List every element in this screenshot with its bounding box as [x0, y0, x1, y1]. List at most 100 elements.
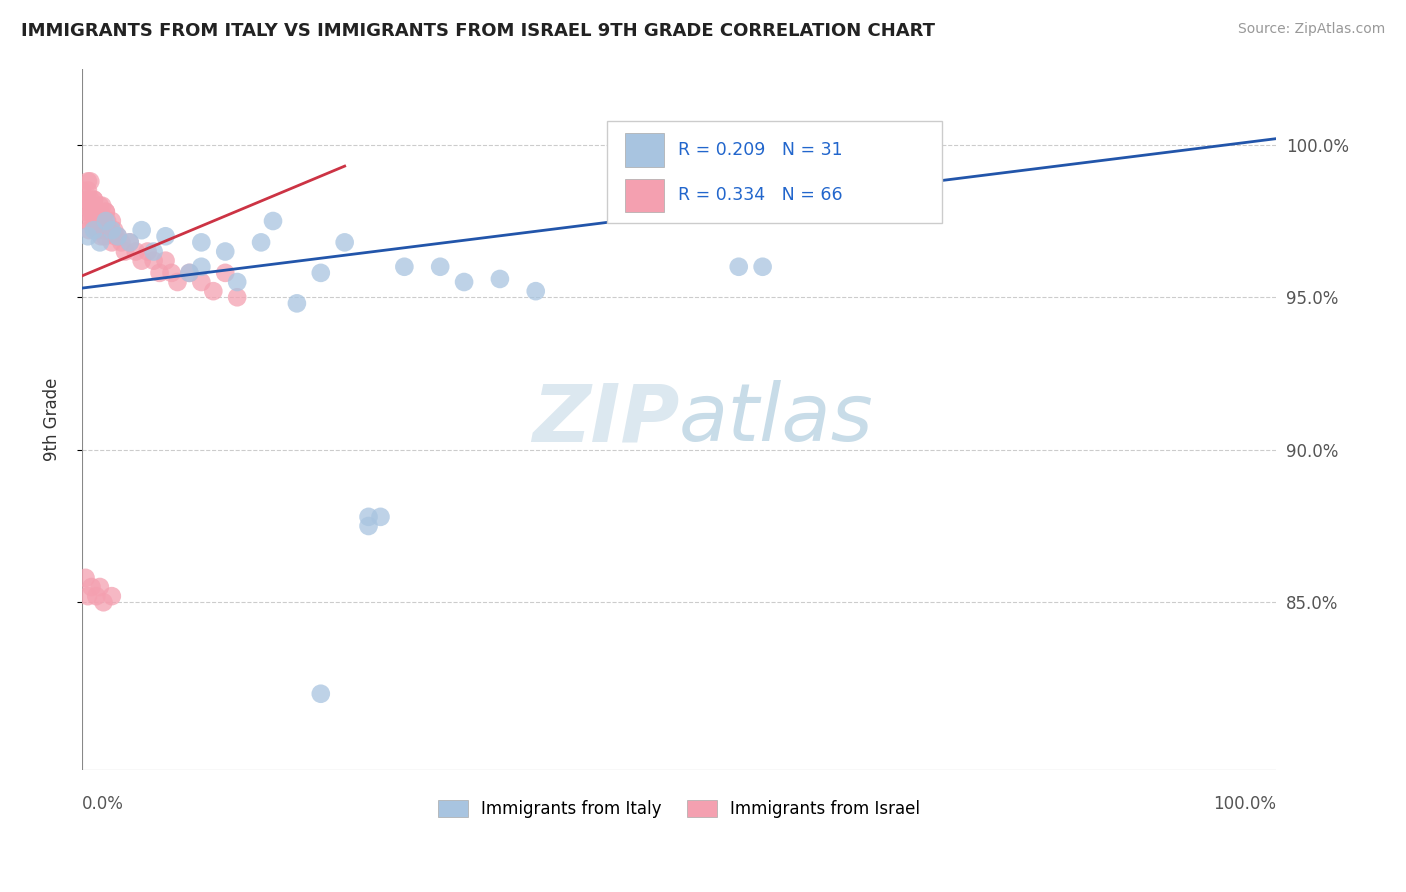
Point [84, 214, 107, 228]
Point [84, 205, 107, 219]
Text: ZIP: ZIP [531, 380, 679, 458]
Point [91, 217, 114, 231]
Point [83, 193, 105, 207]
Point [370, 509, 392, 524]
Point [101, 589, 124, 603]
Point [155, 229, 177, 244]
Point [309, 687, 332, 701]
Point [77, 229, 100, 244]
Point [89, 235, 111, 250]
Point [77, 223, 100, 237]
Point [101, 214, 124, 228]
Point [333, 235, 356, 250]
Text: R = 0.334   N = 66: R = 0.334 N = 66 [678, 186, 842, 204]
Point [89, 199, 111, 213]
Text: atlas: atlas [679, 380, 873, 458]
Text: R = 0.209   N = 31: R = 0.209 N = 31 [678, 141, 842, 159]
Point [357, 509, 380, 524]
Point [96, 214, 118, 228]
Point [190, 235, 212, 250]
Point [75, 571, 97, 585]
FancyBboxPatch shape [626, 133, 664, 167]
Point [86, 223, 108, 237]
Point [70, 184, 93, 198]
Point [103, 223, 125, 237]
Point [77, 174, 100, 188]
Point [214, 244, 236, 259]
Point [148, 266, 170, 280]
Point [80, 580, 103, 594]
Point [90, 229, 112, 244]
Point [82, 214, 104, 228]
Point [142, 244, 165, 259]
Point [97, 223, 120, 237]
Point [93, 214, 115, 228]
Point [77, 589, 100, 603]
Point [83, 193, 105, 207]
Point [131, 223, 153, 237]
Point [84, 589, 107, 603]
Point [226, 275, 249, 289]
Point [101, 223, 124, 237]
Point [80, 205, 103, 219]
Point [107, 229, 129, 244]
Point [226, 290, 249, 304]
Point [89, 580, 111, 594]
Point [82, 205, 104, 219]
Y-axis label: 9th Grade: 9th Grade [44, 377, 60, 461]
Point [190, 275, 212, 289]
FancyBboxPatch shape [626, 178, 664, 212]
Point [93, 223, 115, 237]
Point [751, 260, 773, 274]
Point [453, 275, 475, 289]
Point [93, 214, 115, 228]
Point [75, 205, 97, 219]
Point [79, 193, 101, 207]
Point [489, 272, 512, 286]
Point [101, 235, 124, 250]
Point [94, 205, 117, 219]
Text: Source: ZipAtlas.com: Source: ZipAtlas.com [1237, 22, 1385, 37]
Point [110, 235, 132, 250]
FancyBboxPatch shape [607, 121, 942, 223]
Point [87, 205, 110, 219]
Point [118, 235, 141, 250]
Point [202, 284, 225, 298]
Legend: Immigrants from Italy, Immigrants from Israel: Immigrants from Italy, Immigrants from I… [432, 793, 927, 825]
Point [142, 253, 165, 268]
Point [84, 214, 107, 228]
Point [727, 260, 749, 274]
Point [125, 244, 148, 259]
Point [118, 235, 141, 250]
Point [77, 184, 100, 198]
Text: 0.0%: 0.0% [82, 795, 124, 813]
Point [86, 223, 108, 237]
Point [107, 229, 129, 244]
Point [309, 266, 332, 280]
Point [190, 260, 212, 274]
Point [89, 205, 111, 219]
Point [524, 284, 547, 298]
Point [91, 199, 114, 213]
Point [136, 244, 159, 259]
Point [94, 205, 117, 219]
Point [160, 266, 183, 280]
Point [80, 199, 103, 213]
Point [214, 266, 236, 280]
Point [179, 266, 201, 280]
Point [429, 260, 451, 274]
Point [155, 253, 177, 268]
Point [93, 229, 115, 244]
Point [89, 217, 111, 231]
Point [166, 275, 188, 289]
Point [285, 296, 308, 310]
Point [394, 260, 416, 274]
Point [73, 199, 96, 213]
Point [77, 214, 100, 228]
Point [83, 223, 105, 237]
Point [179, 266, 201, 280]
Point [79, 174, 101, 188]
Point [76, 193, 98, 207]
Point [104, 229, 127, 244]
Point [131, 253, 153, 268]
